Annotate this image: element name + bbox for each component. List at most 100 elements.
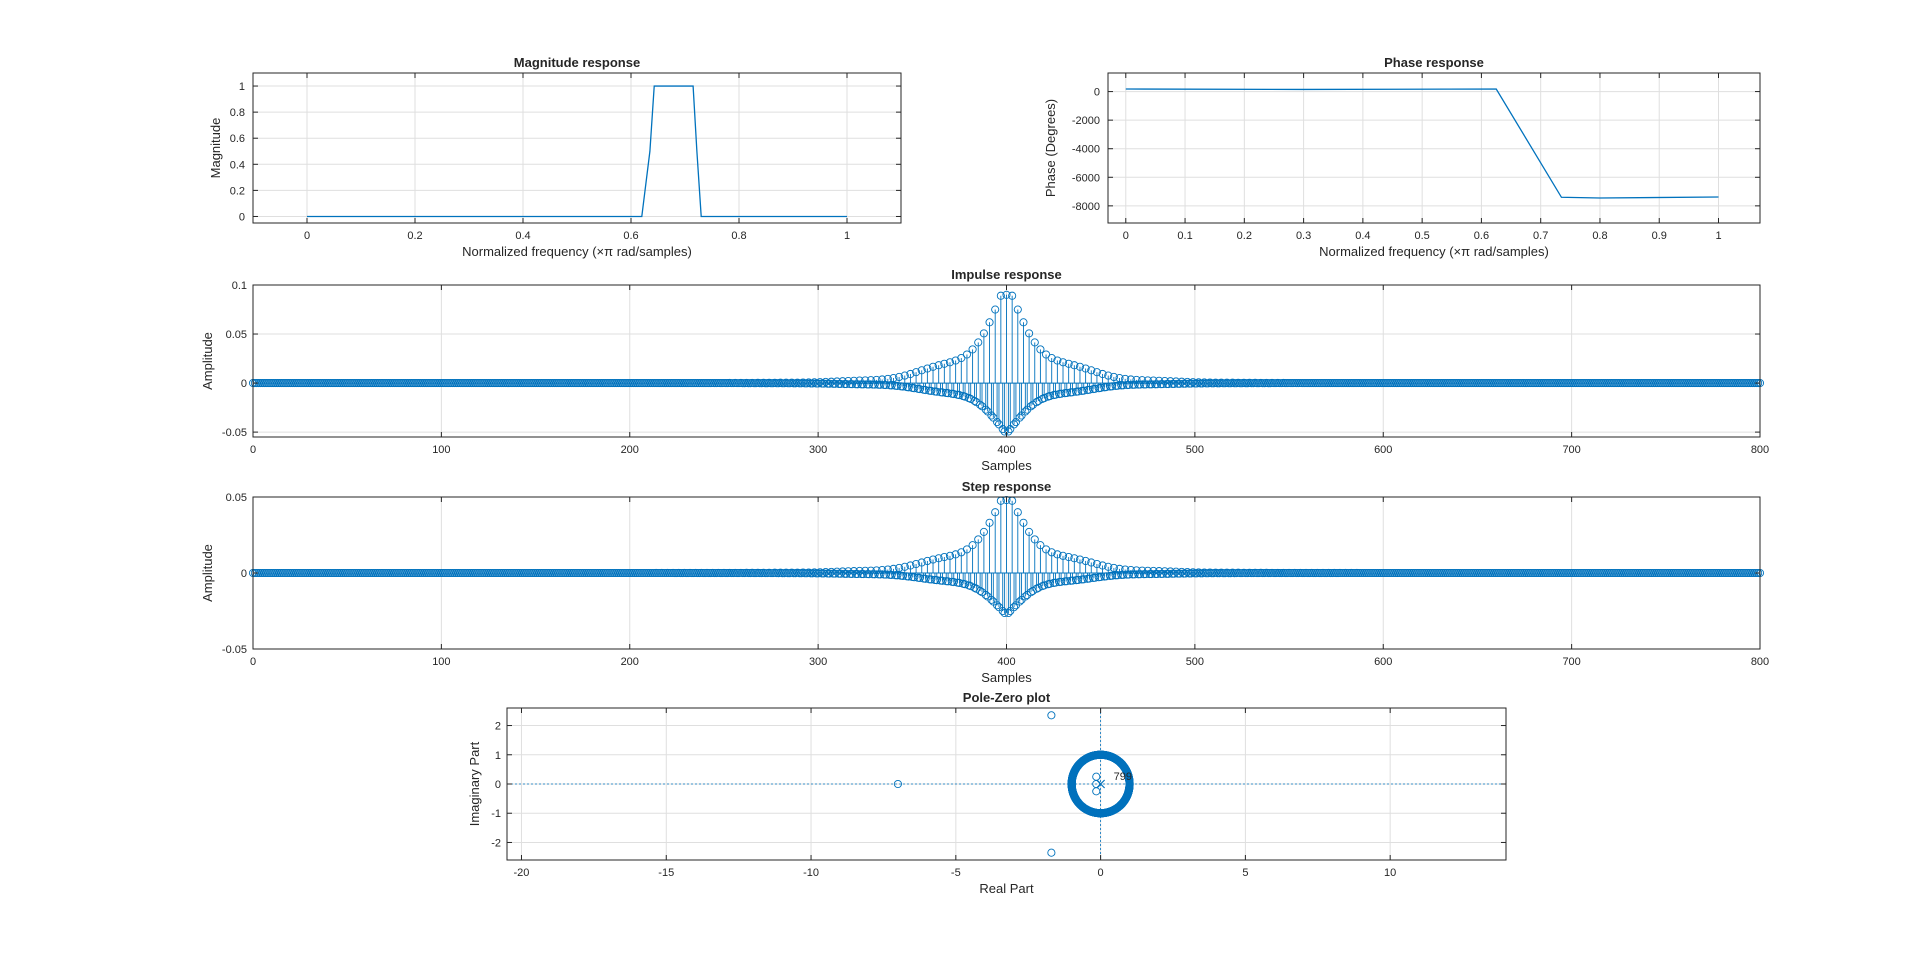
polezero-xlabel: Real Part [979,881,1034,896]
step-stem-marker [968,541,977,550]
impulse-stem-marker [1109,372,1118,382]
polezero-xtick-label: 5 [1242,867,1248,879]
step-xtick-label: 200 [621,656,639,668]
impulse-stem-marker [1075,362,1085,371]
magnitude-xtick-label: 0.4 [515,230,530,242]
phase-ytick-label: 0 [1094,87,1100,99]
impulse-stem-marker [974,338,983,347]
impulse-stem-marker [1090,384,1100,393]
magnitude-xtick-label: 0.6 [623,230,638,242]
phase-xtick-label: 0.8 [1592,230,1607,242]
polezero-zero-marker [1047,848,1056,857]
impulse-stem-marker [1136,380,1145,389]
impulse-stem-marker [1074,387,1083,396]
impulse-stem-marker [962,350,971,359]
impulse-xtick-label: 500 [1186,444,1204,456]
impulse-stem-marker [1175,379,1184,388]
impulse-stem-marker [1070,361,1079,370]
impulse-stem-marker [1021,407,1030,416]
step-stem-marker [1119,570,1128,579]
impulse-stem-marker [1013,305,1022,314]
phase-xlabel: Normalized frequency (×π rad/samples) [1319,244,1549,259]
polezero-ytick-label: 1 [495,750,501,762]
phase-xtick-label: 0.5 [1414,230,1429,242]
step-stem-marker [821,568,830,577]
step-stem-marker [1064,553,1073,562]
step-stem-marker [976,586,985,595]
step-stem-marker [1090,573,1100,582]
step-stem-marker [974,535,983,544]
polezero-ytick-label: 2 [495,721,501,733]
impulse-stem-marker [1141,380,1150,389]
step-stem-marker [1096,572,1105,582]
magnitude-response-axes: 0 0.2 0.4 0.6 0.8 1 0 0.2 0.4 0.6 0.8 1 Magnitude re… [208,55,902,259]
impulse-response-axes: 0 100 200 300 400 500 600 700 800-0.0500.050.1Im… [200,267,1769,473]
impulse-xtick-label: 300 [809,444,827,456]
impulse-stem-marker [968,345,977,354]
step-xtick-label: 700 [1562,656,1580,668]
magnitude-xtick-label: 0.8 [731,230,746,242]
impulse-stem-marker [1087,366,1096,375]
step-stem-marker [1754,568,1763,578]
step-stem-marker [827,567,836,576]
phase-plot-area [1107,72,1761,224]
impulse-stem-marker [996,291,1005,300]
magnitude-xtick-label: 0 [304,230,310,242]
step-stem-marker [1079,575,1088,584]
step-stem-marker [1181,569,1190,578]
phase-xtick-label: 1 [1715,230,1721,242]
impulse-stem-marker [810,378,819,387]
impulse-xlabel: Samples [981,458,1032,473]
magnitude-xtick-label: 0.2 [407,230,422,242]
step-stem-marker [1070,554,1079,563]
step-stem-marker [1092,559,1101,569]
impulse-stem-marker [981,405,990,414]
impulse-stem-marker [993,418,1002,427]
polezero-ylabel: Imaginary Part [467,741,482,826]
step-xtick-label: 100 [432,656,450,668]
impulse-stem-marker [1107,382,1117,391]
step-ylabel: Amplitude [200,544,215,602]
step-stem-marker [895,563,904,572]
impulse-stem-marker [1188,378,1198,387]
impulse-stem-marker [1170,379,1179,388]
impulse-stem-marker [1062,388,1071,398]
polezero-xtick-label: 10 [1384,867,1396,879]
impulse-stem-marker [1064,359,1073,368]
impulse-ytick-label: -0.05 [222,427,247,439]
step-stem-marker [832,567,842,576]
step-stem-marker [1115,564,1124,573]
impulse-stem-marker [1079,386,1088,395]
step-stem-marker [1013,508,1022,517]
polezero-xtick-label: -10 [803,867,819,879]
impulse-stem-marker [1177,377,1186,386]
step-stem-marker [906,561,915,570]
polezero-ytick-label: -2 [491,837,501,849]
step-stem-marker [1068,576,1077,585]
impulse-xtick-label: 800 [1751,444,1769,456]
impulse-stem-marker [1194,378,1203,387]
step-xtick-label: 600 [1374,656,1392,668]
step-stem-marker [883,565,892,574]
impulse-stem-marker [1030,338,1039,347]
magnitude-xlabel: Normalized frequency (×π rad/samples) [462,244,692,259]
step-stem-marker [962,545,971,554]
impulse-stem-marker [1130,380,1139,389]
polezero-zero-marker [1125,780,1134,789]
impulse-xtick-label: 400 [997,444,1015,456]
step-stem-marker [979,527,988,536]
magnitude-ytick-label: 0.2 [230,185,245,197]
step-stem-marker [940,553,949,562]
step-xtick-label: 400 [997,656,1015,668]
step-stem-marker [1057,577,1066,586]
impulse-ytick-label: 0.05 [226,329,247,341]
impulse-stem-marker [979,329,988,338]
step-stem-marker [991,508,1000,517]
impulse-stem-marker [1181,379,1190,388]
step-stem-marker [1019,518,1028,527]
step-stem-marker [1009,603,1019,612]
impulse-stem-marker [934,361,943,370]
impulse-stem-marker [1004,427,1013,436]
impulse-stem-marker [1036,345,1045,354]
